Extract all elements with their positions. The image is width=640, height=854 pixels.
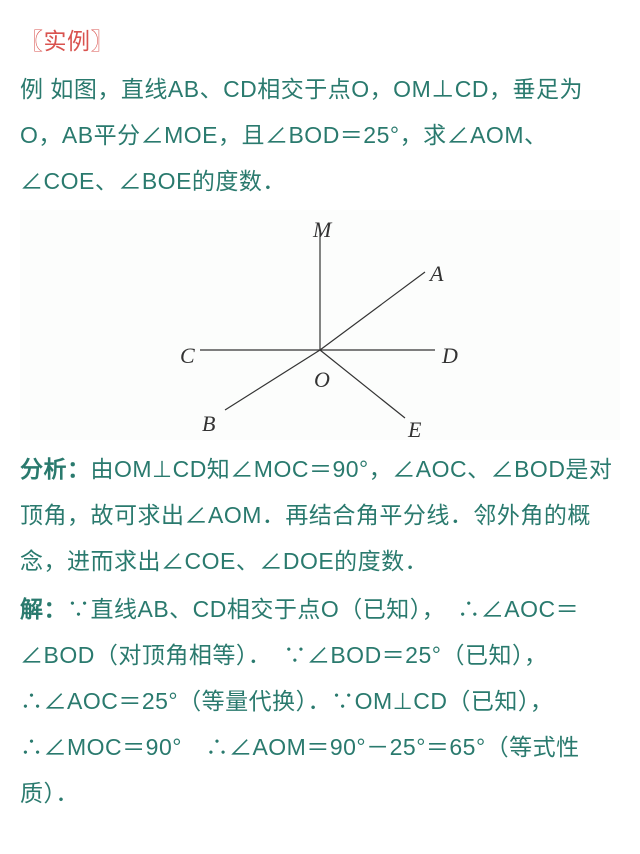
analysis-text: 由OM⊥CD知∠MOC＝90°，∠AOC、∠BOD是对顶角，故可求出∠AOM．再… (20, 456, 612, 574)
analysis-label: 分析： (20, 456, 91, 482)
solution-paragraph: 解：∵直线AB、CD相交于点O（已知）， ∴∠AOC＝∠BOD（对顶角相等）． … (20, 586, 620, 816)
label-E: E (408, 408, 422, 452)
label-D: D (442, 334, 458, 378)
label-M: M (313, 208, 332, 252)
geometry-figure: M A D C B E O (20, 210, 620, 440)
label-C: C (180, 334, 195, 378)
label-A: A (430, 252, 444, 296)
problem-text: 例 如图，直线AB、CD相交于点O，OM⊥CD，垂足为O，AB平分∠MOE，且∠… (20, 66, 620, 204)
solution-label: 解： (20, 596, 67, 622)
label-B: B (202, 402, 216, 446)
example-header: 〖实例〗 (20, 18, 620, 64)
label-O: O (314, 358, 330, 402)
analysis-paragraph: 分析：由OM⊥CD知∠MOC＝90°，∠AOC、∠BOD是对顶角，故可求出∠AO… (20, 446, 620, 584)
solution-text: ∵直线AB、CD相交于点O（已知）， ∴∠AOC＝∠BOD（对顶角相等）． ∵∠… (20, 596, 580, 806)
